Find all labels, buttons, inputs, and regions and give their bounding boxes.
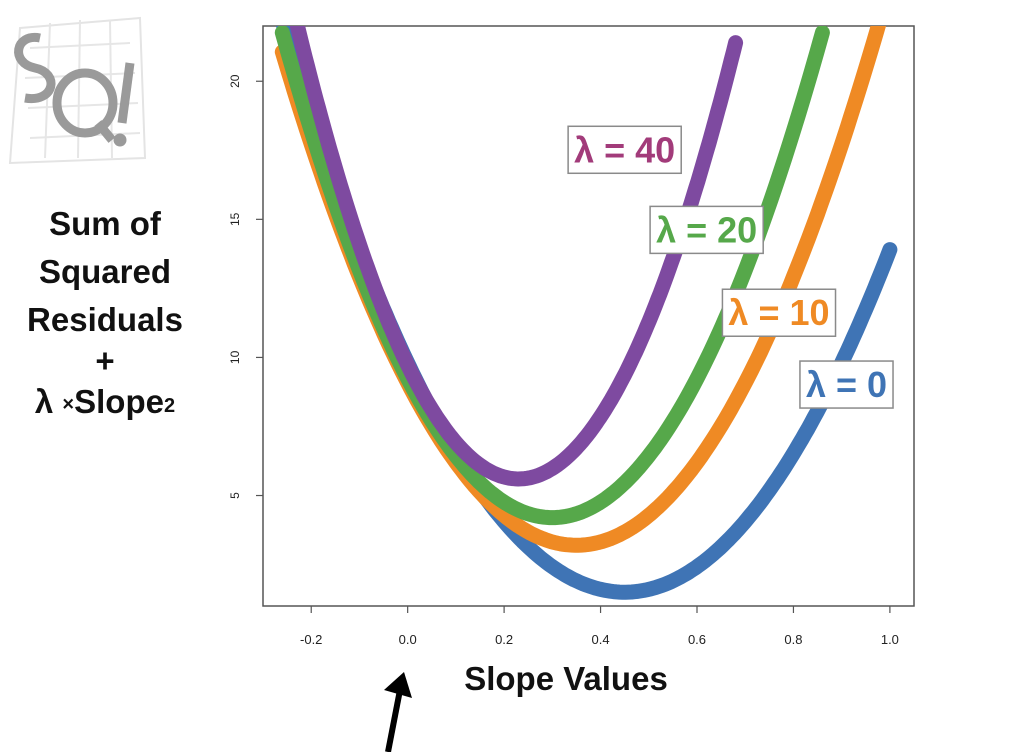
x-tick-label: 0.6 bbox=[688, 632, 706, 647]
logo-letters bbox=[14, 33, 135, 147]
y-axis-label-line: Sum of bbox=[49, 205, 161, 242]
x-tick-label: 1.0 bbox=[881, 632, 899, 647]
y-tick-label: 10 bbox=[228, 350, 242, 364]
y-tick-label: 5 bbox=[228, 492, 242, 499]
series-label-box bbox=[721, 288, 837, 337]
x-axis: -0.2 0.0 0.2 0.4 0.6 0.8 1.0 bbox=[300, 606, 899, 647]
y-axis-label-superscript: 2 bbox=[163, 395, 176, 417]
y-axis-label-line: Squared bbox=[38, 253, 172, 290]
y-axis-label-slope: Slope bbox=[74, 383, 164, 420]
x-tick-label: 0.4 bbox=[592, 632, 610, 647]
x-tick-label: 0.2 bbox=[495, 632, 513, 647]
y-axis-label-lambda: λ bbox=[34, 383, 54, 420]
y-axis-label-line: λ ×Slope2 bbox=[0, 378, 210, 428]
series-label-text: λ = 0 bbox=[806, 364, 887, 405]
series-label-box bbox=[799, 360, 894, 409]
series-label-text: λ = 20 bbox=[656, 209, 757, 250]
series-label-box bbox=[649, 205, 764, 255]
x-axis-label: Slope Values bbox=[464, 660, 668, 697]
series-label: λ = 20 bbox=[649, 205, 764, 255]
series-label-text: λ = 10 bbox=[728, 292, 829, 333]
y-axis-label-times: × bbox=[62, 393, 75, 416]
arrow-icon bbox=[384, 672, 412, 752]
series-label: λ = 40 bbox=[567, 125, 682, 175]
series-label: λ = 10 bbox=[721, 288, 837, 337]
series-label: λ = 0 bbox=[799, 360, 894, 409]
y-tick-label: 20 bbox=[228, 74, 242, 88]
y-axis: 5 10 15 20 bbox=[228, 74, 263, 499]
series-label-text: λ = 40 bbox=[574, 129, 675, 170]
x-tick-label: 0.0 bbox=[399, 632, 417, 647]
y-axis-label: Sum of Squared Residuals + λ ×Slope2 bbox=[0, 200, 210, 428]
x-tick-label: -0.2 bbox=[300, 632, 322, 647]
y-axis-label-line: Residuals bbox=[27, 301, 183, 338]
y-axis-label-line: + bbox=[95, 342, 115, 379]
series-line bbox=[289, 26, 744, 487]
series-label-box bbox=[567, 125, 682, 175]
plot-frame bbox=[262, 25, 915, 607]
series-labels: λ = 0 λ = 10 λ = 20 λ = 40 bbox=[567, 125, 894, 409]
statquest-logo bbox=[8, 16, 147, 165]
y-tick-label: 15 bbox=[228, 212, 242, 226]
x-tick-label: 0.8 bbox=[784, 632, 802, 647]
